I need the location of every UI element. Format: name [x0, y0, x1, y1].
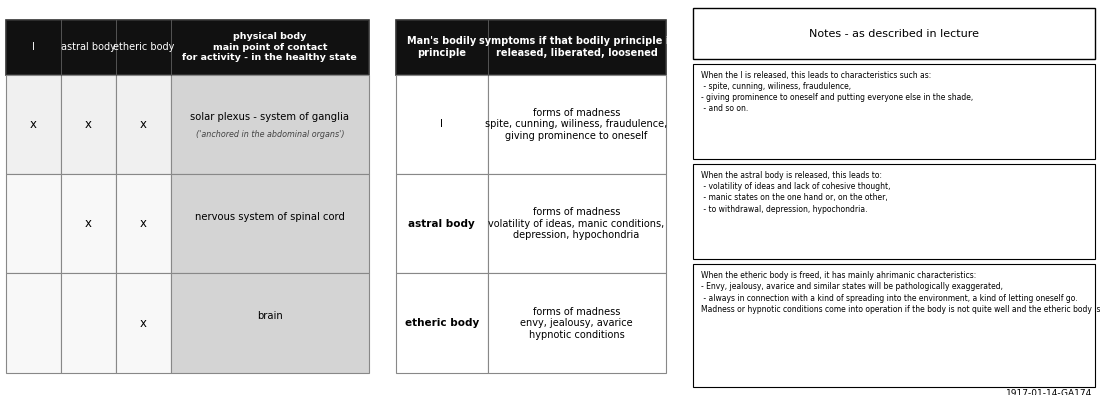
- Text: 1917-01-14-GA174: 1917-01-14-GA174: [1006, 389, 1092, 395]
- Text: physical body
main point of contact
for activity - in the healthy state: physical body main point of contact for …: [183, 32, 358, 62]
- Text: solar plexus - system of ganglia: solar plexus - system of ganglia: [190, 112, 350, 122]
- Bar: [693, 64, 1094, 159]
- Text: Man's bodily
principle: Man's bodily principle: [407, 36, 476, 58]
- Bar: [116, 75, 170, 174]
- Bar: [116, 273, 170, 373]
- Bar: [396, 75, 487, 174]
- Text: x: x: [30, 118, 36, 131]
- Text: x: x: [140, 118, 147, 131]
- Text: x: x: [85, 118, 91, 131]
- Text: I: I: [440, 119, 443, 129]
- Bar: [170, 174, 368, 273]
- Bar: [170, 75, 368, 174]
- Bar: [396, 174, 487, 273]
- Bar: [693, 8, 1094, 59]
- Bar: [6, 20, 368, 75]
- Text: x: x: [140, 217, 147, 230]
- Text: When the astral body is released, this leads to:
 - volatility of ideas and lack: When the astral body is released, this l…: [701, 171, 890, 214]
- Text: etheric body: etheric body: [113, 42, 174, 52]
- Text: When the I is released, this leads to characteristics such as:
 - spite, cunning: When the I is released, this leads to ch…: [701, 71, 974, 113]
- Text: forms of madness
spite, cunning, wiliness, fraudulence,
giving prominence to one: forms of madness spite, cunning, wilines…: [485, 108, 668, 141]
- Text: forms of madness
envy, jealousy, avarice
hypnotic conditions: forms of madness envy, jealousy, avarice…: [520, 307, 632, 340]
- Bar: [60, 174, 116, 273]
- Bar: [396, 20, 666, 75]
- Text: Notes - as described in lecture: Notes - as described in lecture: [808, 28, 979, 39]
- Bar: [116, 174, 170, 273]
- Bar: [487, 75, 666, 174]
- Text: ('anchored in the abdominal organs'): ('anchored in the abdominal organs'): [196, 130, 344, 139]
- Text: astral body: astral body: [60, 42, 116, 52]
- Bar: [396, 273, 487, 373]
- Text: nervous system of spinal cord: nervous system of spinal cord: [195, 212, 344, 222]
- Text: etheric body: etheric body: [405, 318, 478, 328]
- Text: x: x: [85, 217, 91, 230]
- Text: symptoms if that bodily principle is
released, liberated, loosened: symptoms if that bodily principle is rel…: [478, 36, 674, 58]
- Bar: [60, 75, 116, 174]
- Bar: [170, 273, 368, 373]
- Text: x: x: [140, 317, 147, 330]
- Text: I: I: [32, 42, 34, 52]
- Bar: [693, 264, 1094, 387]
- Bar: [6, 273, 60, 373]
- Text: astral body: astral body: [408, 219, 475, 229]
- Bar: [60, 273, 116, 373]
- Bar: [487, 273, 666, 373]
- Bar: [693, 164, 1094, 260]
- Text: When the etheric body is freed, it has mainly ahrimanic characteristics:
- Envy,: When the etheric body is freed, it has m…: [701, 271, 1100, 314]
- Bar: [6, 174, 60, 273]
- Bar: [487, 174, 666, 273]
- Text: brain: brain: [257, 311, 283, 322]
- Bar: [6, 75, 60, 174]
- Text: forms of madness
volatility of ideas, manic conditions,
depression, hypochondria: forms of madness volatility of ideas, ma…: [488, 207, 664, 241]
